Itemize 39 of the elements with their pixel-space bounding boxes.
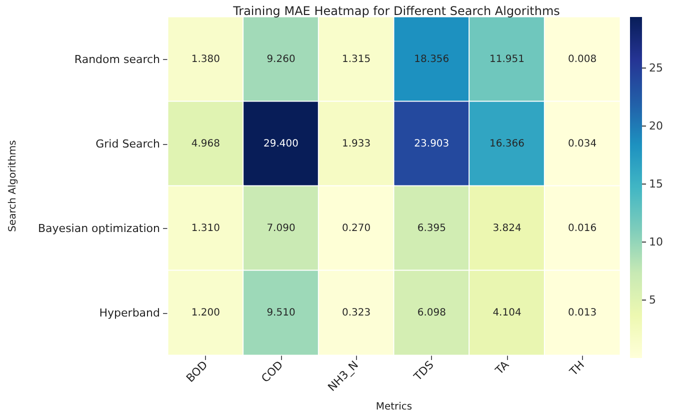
data-label: 9.510 [266, 307, 296, 318]
color-bar-label: 20 [649, 120, 663, 133]
data-label: 0.034 [568, 138, 597, 150]
x-axis-title: Metrics [376, 402, 412, 412]
y-tick-label: Hyperband [99, 306, 160, 320]
data-label: 6.098 [417, 307, 446, 318]
data-label: 1.200 [191, 307, 220, 318]
y-tick-label: Bayesian optimization [38, 222, 160, 235]
data-label: 0.270 [342, 222, 371, 234]
data-label: 1.933 [342, 138, 371, 150]
color-bar-label: 25 [649, 62, 663, 75]
data-label: 23.903 [414, 138, 450, 150]
chart-title: Training MAE Heatmap for Different Search Algorithms [232, 4, 560, 18]
data-label: 16.366 [490, 138, 524, 150]
x-tick-label: TA [492, 358, 512, 378]
data-label: 0.016 [568, 222, 597, 234]
data-label: 4.968 [191, 138, 220, 150]
color-bar-label: 10 [649, 236, 663, 249]
data-label: 4.104 [492, 307, 522, 318]
x-tick-label: TH [566, 358, 587, 379]
data-label: 7.090 [266, 222, 296, 234]
data-label: 29.400 [264, 138, 298, 150]
data-label: 6.395 [417, 222, 446, 234]
data-label: 18.356 [414, 54, 450, 65]
color-bar-label: 5 [649, 294, 656, 307]
y-tick-label: Random search [74, 52, 160, 66]
x-tick-label: TDS [410, 358, 436, 384]
data-label: 11.951 [490, 54, 524, 65]
data-label: 1.315 [342, 54, 371, 65]
data-label: 3.824 [492, 222, 522, 234]
y-tick-label: Grid Search [96, 137, 160, 150]
data-label: 0.013 [568, 307, 597, 318]
data-label: 0.323 [342, 307, 371, 318]
color-bar-label: 15 [649, 178, 663, 191]
data-label: 1.380 [191, 54, 220, 65]
data-label: 9.260 [266, 54, 296, 65]
y-axis-title: Search Algorithms [8, 140, 18, 232]
data-label: 1.310 [191, 222, 220, 234]
data-label: 0.008 [568, 54, 597, 65]
